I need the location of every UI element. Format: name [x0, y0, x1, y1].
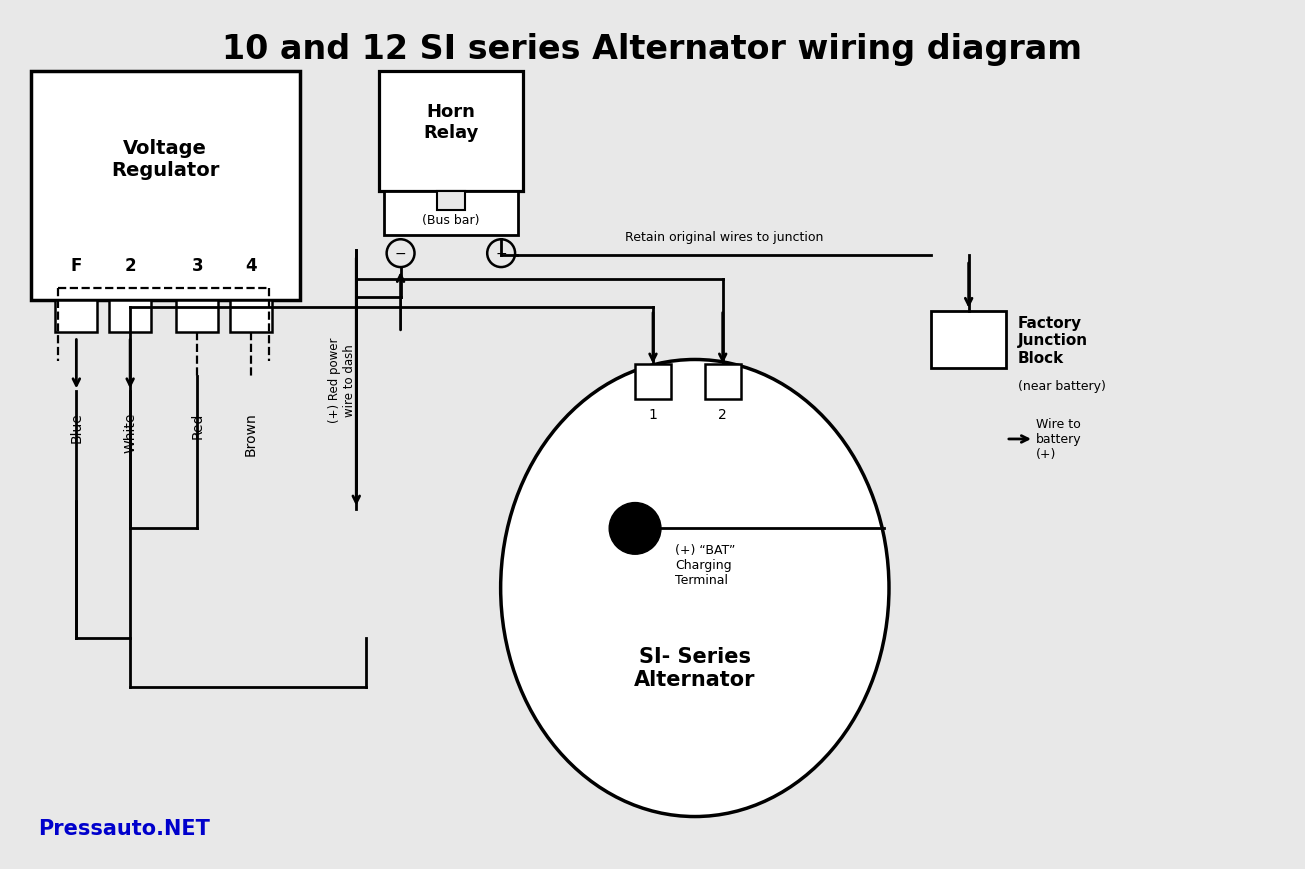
Bar — [705, 365, 741, 400]
Text: White: White — [123, 412, 137, 452]
Text: 2: 2 — [124, 257, 136, 275]
Text: 10 and 12 SI series Alternator wiring diagram: 10 and 12 SI series Alternator wiring di… — [222, 32, 1083, 65]
Bar — [230, 301, 271, 332]
Text: (Bus bar): (Bus bar) — [422, 214, 480, 227]
Text: Pressauto.NET: Pressauto.NET — [38, 819, 210, 839]
Text: (+) Red power
wire to dash: (+) Red power wire to dash — [329, 337, 356, 422]
Text: (near battery): (near battery) — [1018, 380, 1105, 393]
Text: Red: Red — [191, 412, 205, 438]
Text: Retain original wires to junction: Retain original wires to junction — [625, 231, 823, 244]
Text: Voltage
Regulator: Voltage Regulator — [111, 138, 219, 180]
Text: Brown: Brown — [244, 412, 258, 455]
Bar — [378, 72, 523, 191]
Text: Blue: Blue — [69, 412, 84, 442]
Text: 4: 4 — [245, 257, 257, 275]
Text: F: F — [70, 257, 82, 275]
Text: Wire to
battery
(+): Wire to battery (+) — [1036, 418, 1082, 461]
Bar — [437, 191, 465, 211]
Bar — [176, 301, 218, 332]
Bar — [932, 311, 1006, 369]
Text: −: − — [395, 247, 406, 261]
Text: −: − — [496, 247, 506, 261]
Ellipse shape — [501, 360, 889, 817]
Bar — [384, 191, 518, 236]
Text: (+) “BAT”
Charging
Terminal: (+) “BAT” Charging Terminal — [675, 544, 735, 587]
Text: 2: 2 — [718, 408, 727, 421]
Text: Horn
Relay: Horn Relay — [423, 103, 479, 142]
Bar — [636, 365, 671, 400]
Circle shape — [609, 503, 660, 554]
Bar — [55, 301, 98, 332]
Text: SI- Series
Alternator: SI- Series Alternator — [634, 647, 756, 689]
Text: Factory
Junction
Block: Factory Junction Block — [1018, 315, 1088, 365]
Bar — [30, 72, 300, 301]
Bar — [110, 301, 151, 332]
Text: 1: 1 — [649, 408, 658, 421]
Text: 3: 3 — [192, 257, 204, 275]
